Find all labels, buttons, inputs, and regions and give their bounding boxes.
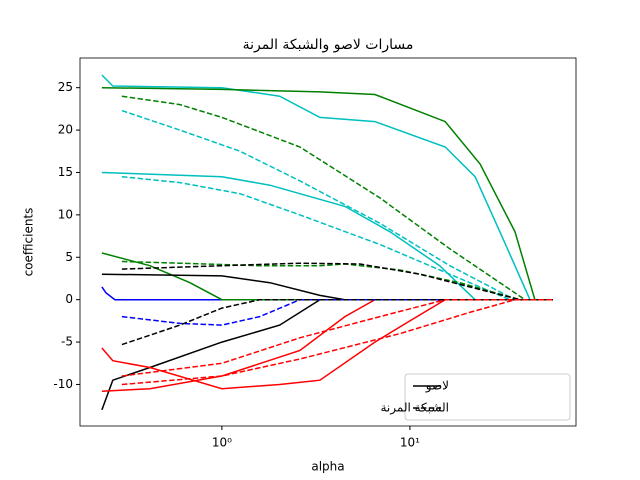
series-line xyxy=(121,298,553,326)
chart-title: مسارات لاصو والشبكة المرنة xyxy=(243,37,414,53)
series-line xyxy=(121,298,553,386)
x-tick-label: 10⁰ xyxy=(212,436,232,450)
y-axis-label: coefficients xyxy=(22,208,36,277)
y-tick-label: -10 xyxy=(53,377,73,391)
y-tick-label: 20 xyxy=(58,123,73,137)
y-tick-label: 5 xyxy=(65,250,73,264)
series-line xyxy=(101,86,553,301)
axes-frame xyxy=(79,57,577,427)
x-tick-label: 10¹ xyxy=(400,436,420,450)
series-line xyxy=(121,298,553,377)
series-line xyxy=(101,171,553,301)
series-line xyxy=(121,95,553,301)
series-line xyxy=(121,298,553,346)
series-line xyxy=(101,298,553,390)
legend-label: الشبكة المرنة xyxy=(380,401,449,416)
legend-box xyxy=(404,373,571,421)
series-line xyxy=(121,262,553,301)
x-axis-label: alpha xyxy=(311,460,344,474)
y-tick-label: 0 xyxy=(65,292,73,306)
series-line xyxy=(121,175,553,301)
y-tick-label: -5 xyxy=(61,335,73,349)
legend-label: لاصو xyxy=(425,379,449,394)
series-line xyxy=(101,74,553,301)
series-line xyxy=(121,109,553,301)
y-tick-label: 15 xyxy=(58,165,73,179)
y-tick-label: 10 xyxy=(58,207,73,221)
y-tick-label: 25 xyxy=(58,80,73,94)
